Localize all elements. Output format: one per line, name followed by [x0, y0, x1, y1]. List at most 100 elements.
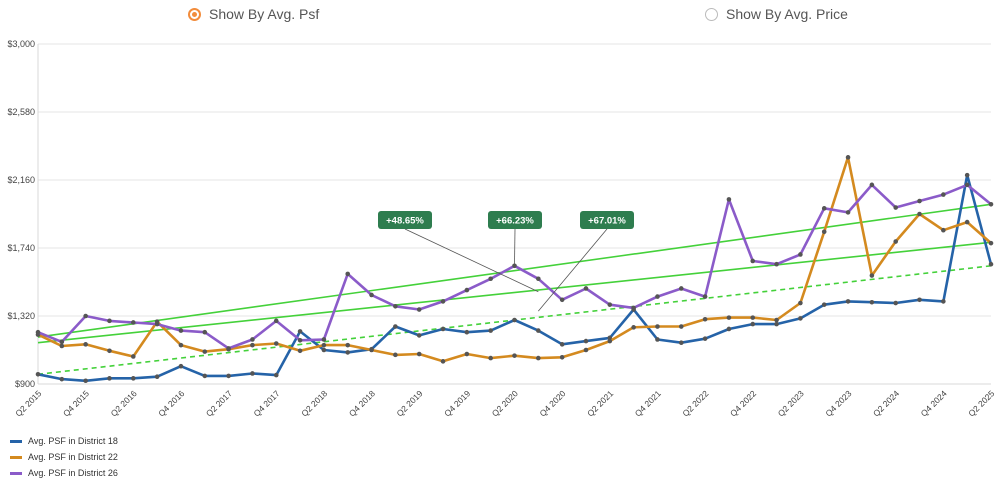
data-point — [774, 261, 779, 267]
y-tick-label: $900 — [15, 379, 35, 389]
psf-option-label: Show By Avg. Psf — [209, 6, 320, 22]
data-point — [536, 328, 541, 333]
x-tick-label: Q4 2015 — [61, 388, 91, 418]
data-point — [941, 192, 946, 197]
x-tick-label: Q2 2015 — [13, 388, 43, 418]
data-point — [297, 337, 303, 343]
legend-item-district-26[interactable]: Avg. PSF in District 26 — [10, 465, 118, 481]
data-point — [964, 219, 970, 225]
data-point — [869, 299, 875, 305]
data-point — [131, 354, 136, 359]
x-tick-label: Q4 2022 — [728, 388, 758, 418]
data-point — [59, 339, 65, 345]
x-tick-label: Q2 2021 — [585, 388, 615, 418]
legend-label-district-22: Avg. PSF in District 22 — [28, 452, 118, 462]
data-point — [178, 328, 184, 333]
data-point — [893, 300, 898, 306]
data-point — [297, 329, 303, 334]
data-point — [416, 333, 422, 338]
annotation-badge — [580, 211, 634, 229]
data-point — [988, 261, 994, 267]
data-point — [83, 313, 88, 319]
data-point — [250, 371, 255, 376]
data-point — [107, 376, 112, 381]
data-point — [607, 338, 613, 344]
y-tick-label: $1,740 — [7, 243, 35, 253]
data-point — [941, 227, 946, 233]
legend-item-district-18[interactable]: Avg. PSF in District 18 — [10, 433, 118, 449]
data-point — [964, 182, 970, 188]
data-point — [107, 318, 112, 324]
data-point — [393, 352, 398, 358]
psf-radio-icon[interactable] — [188, 7, 201, 21]
legend-swatch-district-26 — [10, 471, 22, 475]
show-by-avg-price-option[interactable]: Show By Avg. Price — [705, 6, 848, 22]
data-point — [107, 348, 112, 354]
data-point — [559, 297, 565, 303]
display-mode-toggle: Show By Avg. Psf Show By Avg. Price — [0, 0, 1000, 30]
data-point — [273, 318, 279, 324]
x-tick-label: Q2 2024 — [871, 388, 901, 418]
data-point — [273, 341, 279, 346]
data-point — [35, 329, 41, 335]
y-tick-label: $1,320 — [7, 311, 35, 321]
x-tick-label: Q2 2022 — [680, 388, 710, 418]
data-point — [250, 337, 255, 342]
data-point — [917, 198, 922, 204]
data-point — [178, 363, 184, 369]
annotation-label: +67.01% — [588, 216, 626, 227]
data-point — [488, 328, 493, 333]
data-point — [607, 302, 613, 307]
data-point — [964, 172, 970, 178]
data-point — [488, 355, 493, 361]
data-point — [416, 307, 422, 312]
x-tick-label: Q4 2021 — [633, 388, 663, 418]
x-tick-label: Q4 2024 — [919, 388, 949, 418]
annotation-label: +48.65% — [386, 216, 424, 227]
show-by-avg-psf-option[interactable]: Show By Avg. Psf — [188, 6, 319, 22]
annotation-badge — [378, 211, 432, 229]
price-option-label: Show By Avg. Price — [726, 6, 848, 22]
x-tick-label: Q4 2016 — [156, 388, 186, 418]
data-point — [726, 197, 732, 202]
x-tick-label: Q2 2016 — [109, 388, 139, 418]
legend-swatch-district-18 — [10, 439, 22, 443]
data-point — [297, 348, 303, 354]
annotation-leader — [404, 228, 539, 293]
x-tick-label: Q2 2018 — [299, 388, 329, 418]
data-point — [345, 342, 351, 348]
data-point — [917, 297, 922, 303]
data-point — [821, 229, 827, 235]
data-point — [750, 321, 756, 327]
data-point — [536, 355, 541, 361]
data-point — [178, 342, 184, 348]
data-point — [821, 206, 827, 211]
data-point — [131, 376, 136, 381]
data-point — [488, 276, 493, 282]
price-radio-icon[interactable] — [705, 7, 718, 21]
data-point — [226, 373, 231, 379]
psf-line-chart: $900 $1,320 $1,740 $2,160 $2,580 $3,000 Q2 201… — [7, 39, 996, 418]
x-tick-label: Q4 2023 — [823, 388, 853, 418]
data-point — [988, 201, 994, 207]
y-tick-label: $2,160 — [7, 175, 35, 185]
data-point — [393, 324, 398, 329]
data-point — [774, 321, 779, 327]
data-point — [678, 340, 684, 346]
legend-label-district-26: Avg. PSF in District 26 — [28, 468, 118, 478]
legend-item-district-22[interactable]: Avg. PSF in District 22 — [10, 449, 118, 465]
y-tick-label: $3,000 — [7, 39, 35, 49]
data-point — [702, 336, 708, 341]
data-point — [250, 342, 255, 348]
data-point — [59, 343, 65, 349]
data-point — [655, 294, 660, 299]
x-tick-label: Q4 2018 — [347, 388, 377, 418]
data-point — [678, 324, 684, 329]
annotation-label: +66.23% — [496, 216, 534, 227]
data-point — [321, 342, 327, 348]
data-point — [845, 299, 851, 304]
x-tick-label: Q2 2020 — [490, 388, 520, 418]
data-point — [869, 273, 875, 278]
data-point — [464, 351, 470, 357]
annotation-leader — [538, 228, 608, 312]
